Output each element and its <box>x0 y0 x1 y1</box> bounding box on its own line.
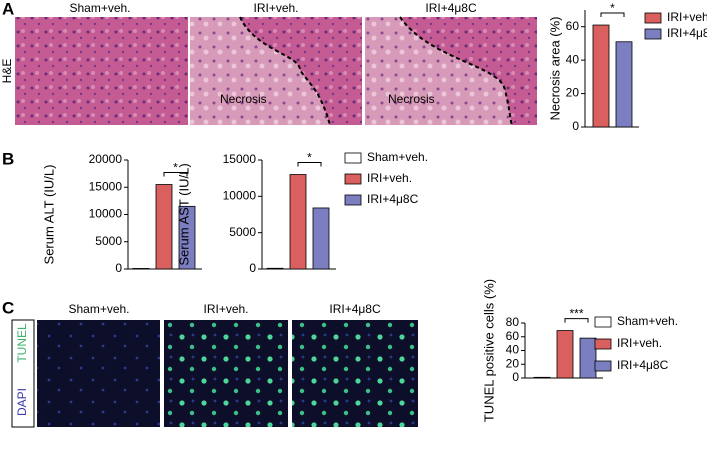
legend-label: Sham+veh. <box>617 314 678 328</box>
stain-label: TUNEL <box>15 323 29 363</box>
y-tick-label: 0 <box>249 261 256 275</box>
bar <box>266 267 284 270</box>
y-tick-label: 0 <box>572 119 579 133</box>
y-tick-label: 80 <box>506 315 520 329</box>
significance-bracket <box>564 318 589 323</box>
significance-label: * <box>173 161 178 175</box>
significance-label: *** <box>569 307 583 321</box>
bar <box>615 41 633 128</box>
bar <box>155 184 173 270</box>
legend-swatch <box>594 338 612 350</box>
y-tick-label: 5000 <box>95 234 122 248</box>
bar <box>592 24 610 128</box>
image-label: Sham+veh. <box>68 302 129 316</box>
y-tick-label: 60 <box>566 19 580 33</box>
bar <box>312 207 330 270</box>
panel-letter: B <box>2 149 14 168</box>
legend-label: IRI+4μ8C <box>617 358 669 372</box>
y-tick-label: 5000 <box>229 225 256 239</box>
tunel-image <box>292 320 418 427</box>
y-tick-label: 60 <box>506 329 520 343</box>
y-tick-label: 15000 <box>89 179 123 193</box>
significance-bracket <box>600 12 625 18</box>
legend-swatch <box>594 360 612 372</box>
image-label: IRI+4μ8C <box>329 302 381 316</box>
tunel-image <box>37 320 160 427</box>
legend-swatch <box>344 152 362 164</box>
legend-swatch <box>344 194 362 206</box>
image-label: Sham+veh. <box>69 1 130 15</box>
y-tick-label: 20000 <box>89 152 123 166</box>
significance-label: * <box>307 151 312 165</box>
y-tick-label: 40 <box>506 343 520 357</box>
y-tick-label: 0 <box>512 370 519 384</box>
legend-label: IRI+4μ8C <box>667 26 707 40</box>
y-tick-label: 10000 <box>223 189 257 203</box>
bar <box>178 205 196 270</box>
panel-letter: C <box>2 298 14 317</box>
y-tick-label: 15000 <box>223 152 257 166</box>
y-tick-label: 40 <box>566 52 580 66</box>
significance-bracket <box>297 162 322 167</box>
y-axis-label: Necrosis area (%) <box>547 16 562 120</box>
y-axis-label: TUNEL positive cells (%) <box>481 279 496 422</box>
bar <box>132 268 150 270</box>
image-label: IRI+veh. <box>253 1 298 15</box>
legend-label: Sham+veh. <box>367 150 428 164</box>
stain-label: H&E <box>0 59 14 84</box>
bar <box>556 330 574 379</box>
tunel-image <box>164 320 288 427</box>
y-tick-label: 20 <box>506 356 520 370</box>
image-label: IRI+veh. <box>203 302 248 316</box>
bar <box>289 174 307 270</box>
bar <box>533 376 551 379</box>
he-image <box>15 17 188 125</box>
necrosis-border <box>399 16 513 126</box>
significance-bracket <box>163 172 188 177</box>
y-tick-label: 20 <box>566 86 580 100</box>
legend-swatch <box>644 12 662 24</box>
necrosis-region <box>190 17 330 125</box>
legend-label: IRI+veh. <box>667 10 707 24</box>
legend-swatch <box>594 316 612 328</box>
legend-label: IRI+4μ8C <box>367 192 419 206</box>
image-label: IRI+4μ8C <box>425 1 477 15</box>
y-tick-label: 0 <box>115 261 122 275</box>
y-tick-label: 10000 <box>89 207 123 221</box>
y-axis-label: Serum AST (IU/L) <box>176 163 191 265</box>
legend-swatch <box>644 28 662 40</box>
legend-label: IRI+veh. <box>367 171 412 185</box>
image-annotation: Necrosis <box>220 92 267 106</box>
panel-letter: A <box>2 0 14 18</box>
significance-label: * <box>610 1 615 15</box>
legend-swatch <box>344 173 362 185</box>
y-axis-label: Serum ALT (IU/L) <box>41 165 56 265</box>
stain-label: DAPI <box>15 388 29 416</box>
image-annotation: Necrosis <box>388 92 435 106</box>
necrosis-region <box>365 17 512 125</box>
stain-box <box>11 319 35 428</box>
necrosis-border <box>239 16 331 126</box>
legend-label: IRI+veh. <box>617 336 662 350</box>
bar <box>579 337 597 379</box>
